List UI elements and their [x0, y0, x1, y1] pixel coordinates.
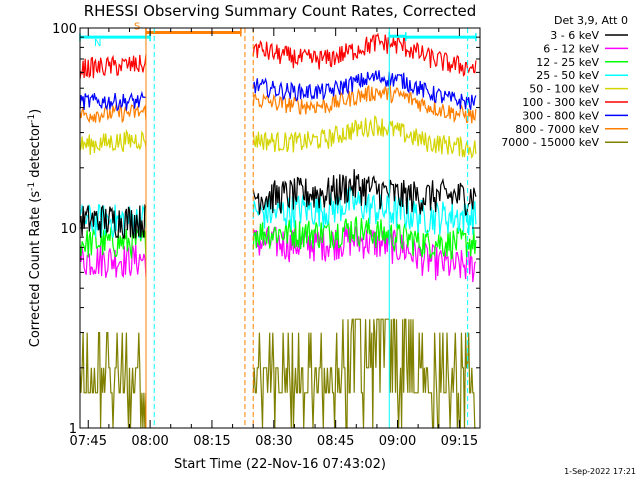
legend-label-3-6: 3 - 6 keV: [550, 29, 599, 42]
x-tick-label-07:45: 07:45: [70, 434, 107, 449]
y-axis-label: Corrected Count Rate (s-1 detector-1): [27, 109, 43, 347]
y-tick-label-100: 100: [52, 22, 77, 37]
chart-title: RHESSI Observing Summary Count Rates, Co…: [84, 2, 477, 20]
x-tick-label-09:00: 09:00: [379, 434, 416, 449]
series-100-300-segment-0: [79, 54, 147, 80]
x-axis-label: Start Time (22-Nov-16 07:43:02): [174, 457, 386, 472]
series-800-7000-segment-0: [79, 102, 147, 124]
flag-label-N: N: [94, 38, 101, 49]
x-tick-label-08:15: 08:15: [193, 434, 230, 449]
series-12-25-segment-1: [252, 216, 477, 261]
legend-label-50-100: 50 - 100 keV: [529, 83, 599, 96]
series-6-12-segment-1: [252, 224, 477, 283]
x-tick-label-08:00: 08:00: [131, 434, 168, 449]
y-axis-label-mid: detector: [28, 122, 43, 182]
legend-label-800-7000: 800 - 7000 keV: [515, 123, 599, 136]
legend-label-12-25: 12 - 25 keV: [536, 56, 599, 69]
series-3-6-segment-0: [79, 203, 147, 240]
y-tick-label-1: 1: [69, 422, 77, 437]
series-12-25-segment-0: [79, 226, 147, 259]
series-300-800-segment-0: [79, 90, 147, 112]
series-800-7000-segment-1: [252, 83, 477, 124]
series-25-50-segment-1: [252, 186, 477, 236]
y-axis-label-exp1: -1: [27, 182, 37, 191]
legend-label-25-50: 25 - 50 keV: [536, 69, 599, 82]
legend-label-6-12: 6 - 12 keV: [543, 42, 599, 55]
y-axis-label-exp2: -1: [27, 114, 37, 123]
legend-label-300-800: 300 - 800 keV: [522, 109, 599, 122]
x-tick-label-09:15: 09:15: [441, 434, 478, 449]
y-axis-label-end: ): [28, 109, 43, 114]
legend-header: Det 3,9, Att 0: [554, 14, 628, 27]
series-100-300-segment-1: [252, 32, 477, 77]
series-7000-15000-segment-1: [252, 318, 476, 429]
series-6-12-segment-0: [79, 244, 147, 279]
axes: 07:45 08:00 08:15 08:30 08:45 09:00 09:15 1 10 10…: [52, 22, 481, 449]
series-3-6-segment-1: [252, 169, 477, 216]
x-tick-label-08:45: 08:45: [317, 434, 354, 449]
footer-timestamp: 1-Sep-2022 17:21: [564, 467, 636, 476]
series-50-100-segment-0: [79, 128, 147, 155]
flag-label-S: S: [134, 21, 140, 32]
x-tick-label-08:30: 08:30: [255, 434, 292, 449]
plot-data: [79, 32, 477, 429]
series-7000-15000-segment-0: [79, 332, 147, 429]
series-50-100-segment-1: [252, 115, 477, 159]
legend-label-7000-15000: 7000 - 15000 keV: [501, 136, 599, 149]
y-tick-label-10: 10: [60, 222, 77, 237]
legend-label-100-300: 100 - 300 keV: [522, 96, 599, 109]
series-300-800-segment-1: [252, 70, 477, 110]
y-axis-label-base: Corrected Count Rate (s: [28, 191, 43, 348]
